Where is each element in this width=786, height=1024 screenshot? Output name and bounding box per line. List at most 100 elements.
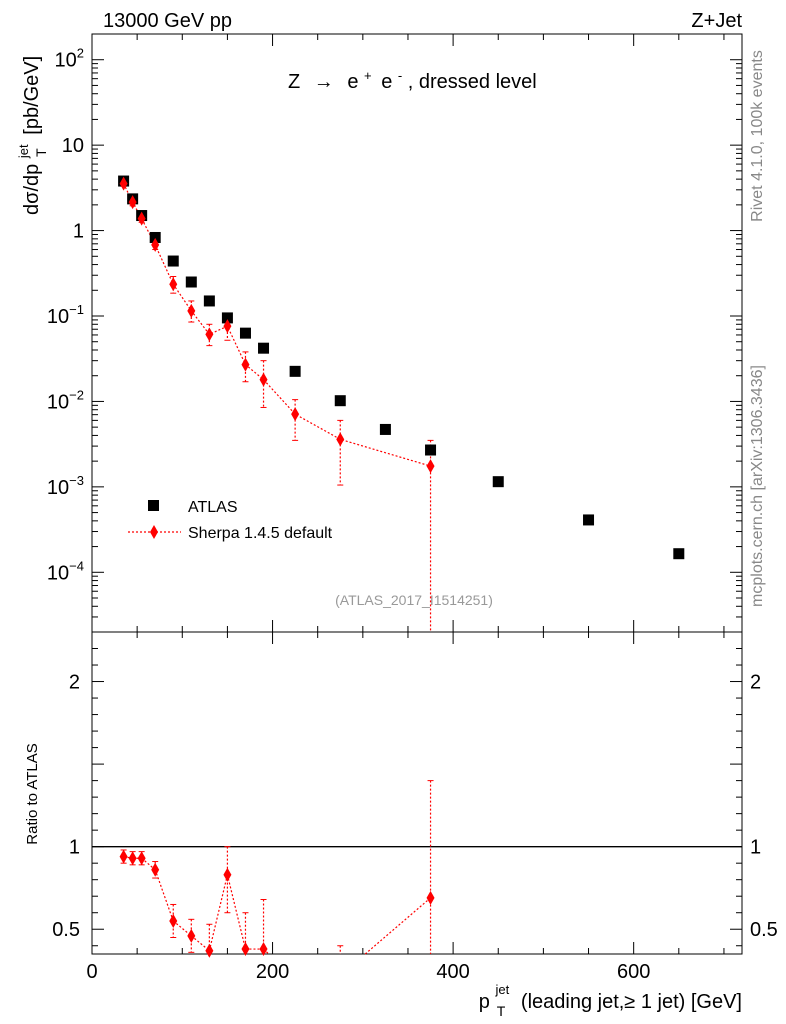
atlas-point — [258, 342, 270, 354]
title-sup2: - — [398, 68, 402, 83]
atlas-point — [492, 476, 504, 488]
ratio-y-tick-label-right: 0.5 — [750, 919, 778, 941]
ratio-line-segment — [208, 874, 229, 951]
atlas-point — [239, 327, 251, 339]
y-tick-label-base: 1 — [73, 221, 84, 243]
ratio-y-tick-label-right: 2 — [750, 672, 761, 694]
y-tick-label-exponent: 2 — [77, 46, 84, 61]
ratio-point — [259, 942, 268, 957]
sherpa-point — [426, 459, 435, 474]
x-tick-label: 600 — [617, 961, 650, 983]
y-label-sup: jet — [16, 144, 31, 159]
y-tick-label-base: 10 — [47, 562, 69, 584]
sherpa-point — [119, 176, 128, 191]
atlas-point — [673, 548, 685, 560]
y-tick-label-exponent: −4 — [69, 558, 84, 573]
atlas-point — [185, 276, 197, 288]
sherpa-point — [205, 327, 214, 342]
ratio-data — [92, 780, 742, 958]
sherpa-point — [336, 432, 345, 447]
legend: ATLAS Sherpa 1.4.5 default — [128, 499, 333, 542]
y-tick-label-base: 10 — [47, 391, 69, 413]
ratio-line-segment — [141, 857, 156, 871]
main-y-label: dσ/dp jet T [pb/GeV] — [11, 56, 51, 215]
main-ticks — [91, 33, 742, 633]
ratio-line-segment — [154, 869, 174, 922]
atlas-point — [425, 444, 437, 456]
ratio-y-tick-labels: 2 2 1 1 0.5 0.5 — [52, 672, 778, 942]
ratio-y-tick-label-left: 1 — [69, 837, 80, 859]
atlas-point — [334, 395, 346, 407]
sherpa-point — [151, 237, 160, 252]
ratio-point — [187, 928, 196, 943]
y-tick-label-exponent: −1 — [69, 302, 84, 317]
y-tick-label: 10−1 — [47, 302, 84, 328]
main-frame — [91, 33, 743, 633]
analysis-annotation: (ATLAS_2017_I1514251) — [335, 592, 493, 608]
y-tick-label: 10−4 — [47, 558, 84, 584]
ratio-point — [426, 890, 435, 905]
x-tick-labels: 0 200 400 600 — [86, 961, 650, 983]
y-tick-label-exponent: −3 — [69, 473, 84, 488]
main-data — [118, 175, 685, 632]
y-tick-label-base: 10 — [55, 50, 77, 72]
atlas-point — [167, 255, 179, 267]
ratio-panel: 2 2 1 1 0.5 0.5 0 200 400 600 Ratio to ATLAS — [24, 631, 778, 983]
title-tail: , dressed level — [408, 71, 537, 93]
y-label-unit: [pb/GeV] — [21, 56, 43, 135]
ratio-y-tick-label-left: 2 — [69, 672, 80, 694]
ratio-line-segment — [226, 874, 247, 950]
main-title: Z → e + e - , dressed level — [288, 63, 537, 93]
x-tick-label: 400 — [436, 961, 469, 983]
sherpa-point — [137, 211, 146, 226]
x-label-tail: (leading jet,≥ 1 jet) [GeV] — [521, 991, 742, 1013]
sherpa-point — [291, 407, 300, 422]
title-z: Z — [288, 71, 300, 93]
sherpa-point — [241, 357, 250, 372]
sherpa-point — [169, 277, 178, 292]
y-tick-label-base: 10 — [62, 135, 84, 157]
y-tick-label: 102 — [55, 46, 84, 72]
atlas-point — [289, 365, 301, 377]
legend-sherpa-marker — [150, 525, 158, 539]
ratio-frame — [91, 631, 743, 955]
x-tick-label: 200 — [256, 961, 289, 983]
y-tick-label: 10−2 — [47, 387, 84, 413]
x-axis-label: p jet T (leading jet,≥ 1 jet) [GeV] — [479, 977, 742, 1021]
y-label-sub: T — [33, 148, 49, 157]
atlas-point — [221, 312, 233, 324]
ratio-point — [169, 913, 178, 928]
ratio-point — [128, 851, 137, 866]
ratio-point — [223, 867, 232, 882]
sherpa-point — [223, 319, 232, 334]
y-tick-label: 1 — [73, 221, 84, 243]
ratio-point — [137, 851, 146, 866]
sherpa-point — [128, 195, 137, 210]
y-tick-label: 10 — [62, 135, 84, 157]
x-label-p: p — [479, 991, 490, 1013]
y-tick-label-base: 10 — [47, 477, 69, 499]
y-tick-label-base: 10 — [47, 306, 69, 328]
sherpa-point — [187, 303, 196, 318]
title-arrow: → — [314, 71, 334, 93]
y-label-d: dσ/dp — [21, 164, 43, 215]
ratio-y-tick-label-left: 0.5 — [52, 919, 80, 941]
atlas-point — [379, 423, 391, 435]
title-e1: e — [347, 71, 358, 93]
title-sup1: + — [364, 68, 372, 83]
ratio-point — [205, 943, 214, 958]
ratio-y-tick-label-right: 1 — [750, 837, 761, 859]
sherpa-point — [259, 372, 268, 387]
ratio-point — [151, 862, 160, 877]
atlas-point — [583, 514, 595, 526]
header-right: Z+Jet — [691, 10, 742, 32]
x-label-sub: T — [497, 1003, 506, 1019]
rivet-label: Rivet 4.1.0, 100k events — [749, 50, 766, 222]
legend-atlas-marker — [148, 500, 159, 511]
ratio-ticks — [91, 632, 742, 954]
ratio-line-segment — [364, 897, 431, 955]
legend-sherpa-label: Sherpa 1.4.5 default — [188, 525, 333, 542]
